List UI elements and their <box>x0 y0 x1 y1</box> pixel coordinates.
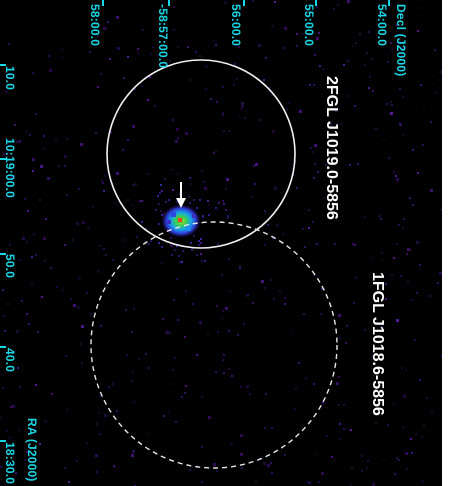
circle-2fgl-error-region <box>106 59 296 249</box>
ra-tick-mark <box>0 64 6 66</box>
ra-tick-label: 18:30.0 <box>3 442 17 485</box>
dec-tick-mark <box>388 0 390 6</box>
dec-tick-mark <box>168 0 170 6</box>
ra-tick-mark <box>0 440 6 442</box>
ra-tick-label: 10.0 <box>3 66 17 91</box>
down-arrow-icon <box>176 182 186 208</box>
source-label-2fgl: 2FGL J1019.0-5856 <box>323 76 340 220</box>
ra-tick-label: 10:19:00.0 <box>3 138 17 199</box>
dec-tick-label: 54:00.0 <box>375 4 389 47</box>
ra-tick-label: 50.0 <box>3 254 17 279</box>
dec-tick-mark <box>102 0 104 6</box>
ra-tick-mark <box>0 346 6 348</box>
bright-source <box>161 204 201 238</box>
dec-tick-mark <box>243 0 245 6</box>
dec-axis-title: Decl (J2000) <box>394 4 408 77</box>
dec-tick-label: 58:00.0 <box>88 4 102 47</box>
source-label-1fgl: 1FGL J1018.6-5856 <box>369 272 386 416</box>
ra-tick-mark <box>0 253 6 255</box>
ra-tick-label: 40.0 <box>3 348 17 373</box>
dec-tick-label: 55:00.0 <box>302 4 316 47</box>
ra-tick-mark <box>0 158 6 160</box>
dec-tick-label: -58:57:00.0 <box>156 4 170 69</box>
ra-axis-title: RA (J2000) <box>25 418 39 482</box>
dec-tick-mark <box>315 0 317 6</box>
circle-1fgl-error-region <box>90 221 338 469</box>
dec-tick-label: 56:00.0 <box>229 4 243 47</box>
